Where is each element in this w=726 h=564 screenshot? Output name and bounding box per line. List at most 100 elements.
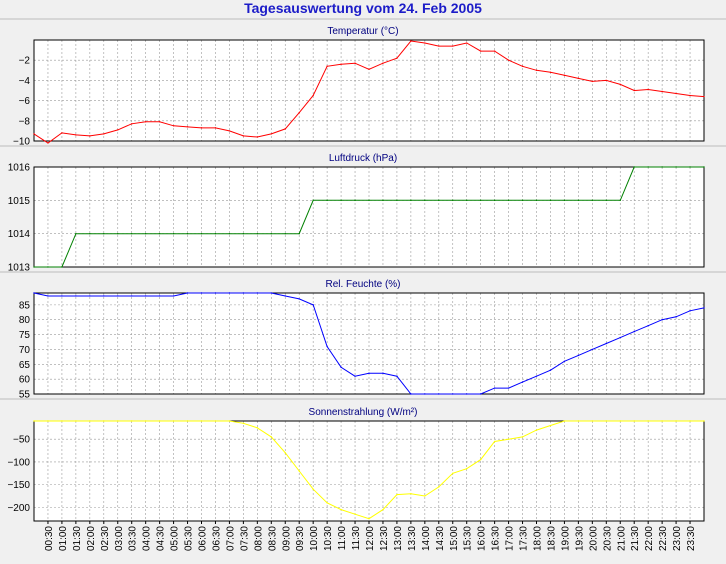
- x-tick-label: 23:00: [672, 526, 683, 551]
- data-point: [144, 121, 147, 123]
- y-tick-label: −150: [7, 480, 30, 491]
- data-point: [103, 295, 105, 297]
- y-tick-label: −200: [7, 503, 30, 514]
- data-point: [354, 513, 356, 515]
- data-point: [382, 199, 384, 202]
- data-point: [103, 232, 105, 235]
- data-point: [186, 232, 189, 235]
- data-point: [507, 199, 510, 202]
- x-tick-label: 03:30: [128, 526, 139, 551]
- x-tick-label: 13:00: [393, 526, 404, 551]
- x-tick-label: 05:00: [170, 526, 181, 551]
- data-point: [312, 199, 314, 202]
- data-point: [47, 295, 49, 297]
- y-tick-label: −8: [19, 116, 31, 127]
- data-point: [479, 458, 482, 461]
- data-point: [410, 199, 412, 202]
- data-point: [382, 62, 384, 64]
- data-point: [675, 166, 677, 168]
- x-tick-label: 11:30: [351, 526, 362, 551]
- data-point: [312, 488, 314, 490]
- data-point: [117, 420, 119, 422]
- x-tick-label: 17:30: [519, 526, 530, 551]
- data-point: [438, 486, 440, 488]
- data-point: [172, 232, 175, 235]
- data-point: [256, 292, 259, 294]
- data-point: [242, 292, 245, 294]
- data-point: [605, 199, 607, 202]
- data-point: [354, 62, 356, 64]
- x-tick-label: 07:00: [225, 526, 236, 551]
- chart-panel-4: Sonnenstrahlung (W/m²) −200 −150 −100 −50: [0, 398, 726, 522]
- data-point: [47, 142, 49, 144]
- data-point: [47, 420, 49, 422]
- data-point: [424, 495, 426, 497]
- data-point: [521, 65, 524, 67]
- data-point: [549, 369, 552, 371]
- x-tick-label: 15:00: [449, 526, 460, 551]
- x-tick-label: 03:00: [114, 526, 125, 551]
- data-point: [466, 199, 468, 202]
- data-point: [144, 295, 147, 297]
- data-point: [452, 199, 454, 202]
- data-point: [368, 199, 370, 202]
- x-tick-label: 08:30: [267, 526, 278, 551]
- data-point: [284, 128, 286, 130]
- chart-title: Temperatur (°C): [327, 26, 398, 37]
- data-point: [131, 232, 133, 235]
- data-point: [549, 71, 552, 74]
- data-point: [661, 166, 663, 168]
- data-point: [424, 199, 426, 202]
- x-tick-label: 17:00: [505, 526, 516, 551]
- data-point: [438, 393, 440, 395]
- data-point: [270, 292, 272, 294]
- data-point: [563, 360, 566, 363]
- x-tick-label: 07:30: [239, 526, 250, 551]
- data-point: [158, 295, 161, 297]
- x-tick-label: 18:00: [533, 526, 544, 551]
- data-point: [33, 292, 35, 294]
- data-point: [438, 199, 440, 202]
- data-point: [689, 420, 691, 422]
- x-tick-label: 13:30: [407, 526, 418, 551]
- data-point: [689, 94, 691, 97]
- data-point: [493, 50, 496, 52]
- data-point: [535, 69, 538, 72]
- data-point: [675, 316, 677, 318]
- data-point: [438, 45, 440, 47]
- data-point: [298, 470, 300, 472]
- x-tick-label: 19:00: [560, 526, 571, 551]
- data-point: [228, 420, 231, 422]
- data-point: [675, 92, 677, 95]
- data-point: [619, 420, 621, 422]
- x-tick-label: 02:00: [86, 526, 97, 551]
- x-tick-label: 19:30: [574, 526, 585, 551]
- data-point: [354, 199, 356, 202]
- x-tick-label: 15:30: [463, 526, 474, 551]
- y-tick-label: 55: [19, 390, 31, 401]
- x-tick-label: 16:30: [491, 526, 502, 551]
- data-point: [493, 387, 496, 389]
- data-point: [242, 232, 245, 235]
- data-point: [382, 372, 384, 374]
- y-tick-label: 75: [19, 330, 31, 341]
- data-point: [647, 88, 649, 91]
- data-point: [396, 375, 398, 377]
- x-tick-label: 02:30: [100, 526, 111, 551]
- y-tick-label: −10: [13, 137, 30, 148]
- x-tick-label: 20:00: [588, 526, 599, 551]
- data-point: [61, 132, 63, 134]
- chart-panel-1: Temperatur (°C) −10 −8 −6 −4 −2: [0, 18, 726, 148]
- data-point: [396, 199, 398, 202]
- data-point: [340, 199, 342, 202]
- data-point: [507, 59, 510, 61]
- x-tick-label: 04:00: [142, 526, 153, 551]
- x-tick-label: 05:30: [184, 526, 195, 551]
- data-point: [689, 310, 691, 312]
- y-tick-label: 85: [19, 300, 31, 311]
- data-point: [633, 166, 635, 168]
- data-point: [298, 298, 300, 300]
- y-tick-label: 60: [19, 375, 31, 386]
- data-point: [158, 232, 161, 235]
